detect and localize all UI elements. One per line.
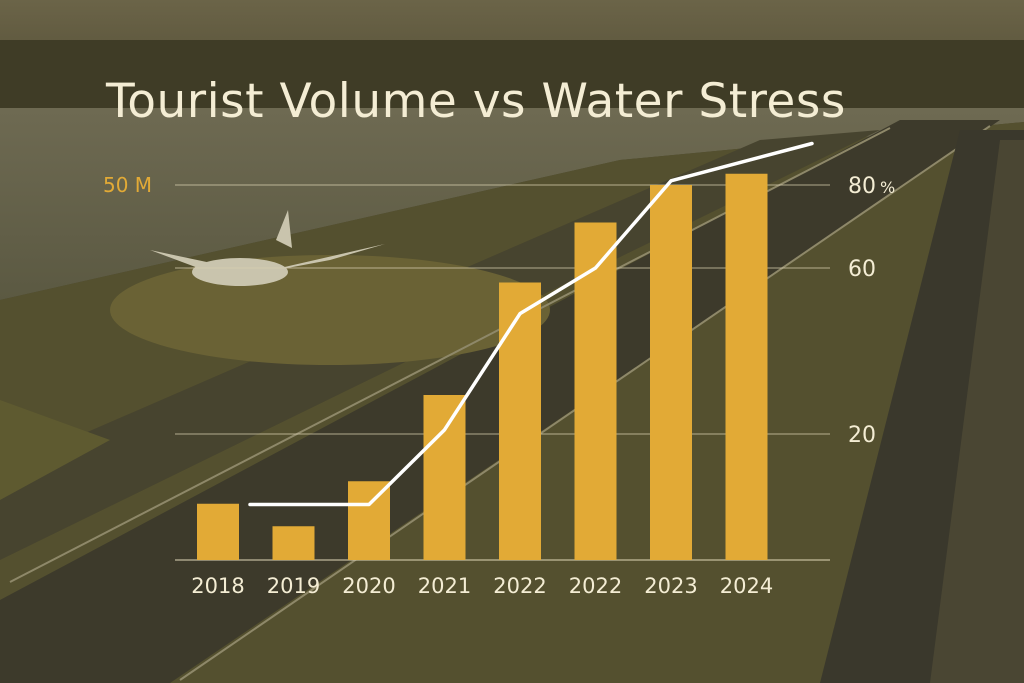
right-axis-tick-label: 20: [848, 423, 876, 448]
right-axis-tick-label: 60: [848, 257, 876, 282]
bar: [197, 503, 239, 560]
bar: [423, 395, 466, 560]
bar: [725, 173, 768, 560]
right-axis-tick-label: 80%: [848, 174, 895, 199]
bar: [574, 222, 617, 560]
x-axis-tick-label: 2020: [342, 574, 395, 598]
bar: [272, 526, 315, 560]
x-axis-tick-label: 2022: [569, 574, 622, 598]
chart-title: Tourist Volume vs Water Stress: [106, 74, 846, 129]
bar: [499, 282, 541, 560]
water-stress-line: [248, 141, 814, 507]
x-axis-tick-label: 2019: [267, 574, 320, 598]
left-axis-tick-label: 50 M: [103, 173, 152, 197]
x-axis-tick-label: 2021: [418, 574, 471, 598]
x-axis-tick-label: 2024: [720, 574, 773, 598]
bar: [348, 481, 390, 560]
bar: [650, 185, 692, 560]
x-axis-tick-label: 2022: [493, 574, 546, 598]
x-axis-tick-label: 2018: [191, 574, 244, 598]
x-axis-tick-label: 2023: [644, 574, 697, 598]
